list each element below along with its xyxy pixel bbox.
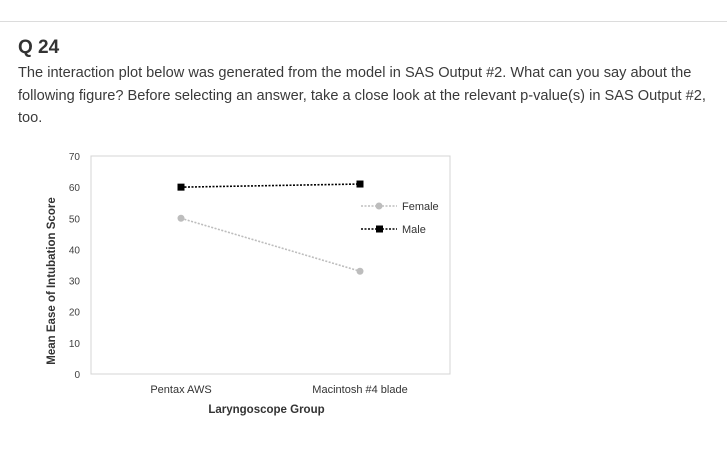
data-point-male [356,180,364,188]
y-tick-label: 70 [69,152,81,163]
legend-marker-male [376,225,383,233]
top-divider [0,21,727,22]
chart-svg: 0 10 20 30 40 50 60 70 Pentax AWS Macintosh #4 bl… [46,152,451,416]
x-tick-label: Macintosh #4 blade [312,384,407,396]
y-tick-label: 0 [74,370,80,381]
y-tick-label: 10 [69,339,81,350]
legend-marker-female [375,202,383,210]
data-point-female [356,267,364,275]
plot-area-border [90,155,451,375]
y-tick-label: 60 [69,183,81,194]
y-tick-label: 40 [69,245,81,256]
question-text: The interaction plot below was generated… [18,65,706,126]
legend-label-female: Female [402,201,439,213]
series-line-female [180,217,361,272]
y-tick-label: 20 [69,308,81,319]
y-tick-label: 30 [69,277,81,288]
interaction-plot: 0 10 20 30 40 50 60 70 Pentax AWS Macintosh #4 bl… [40,140,470,440]
data-point-male [177,183,185,191]
series-line-male [180,183,361,188]
x-tick-label: Pentax AWS [150,384,211,396]
y-axis-label: Mean Ease of Intubation Score [46,197,58,364]
legend-label-male: Male [402,224,426,236]
x-axis-label: Laryngoscope Group [208,404,324,416]
data-point-female [177,214,185,222]
question-number: Q 24 [18,37,60,58]
y-tick-label: 50 [69,214,81,225]
